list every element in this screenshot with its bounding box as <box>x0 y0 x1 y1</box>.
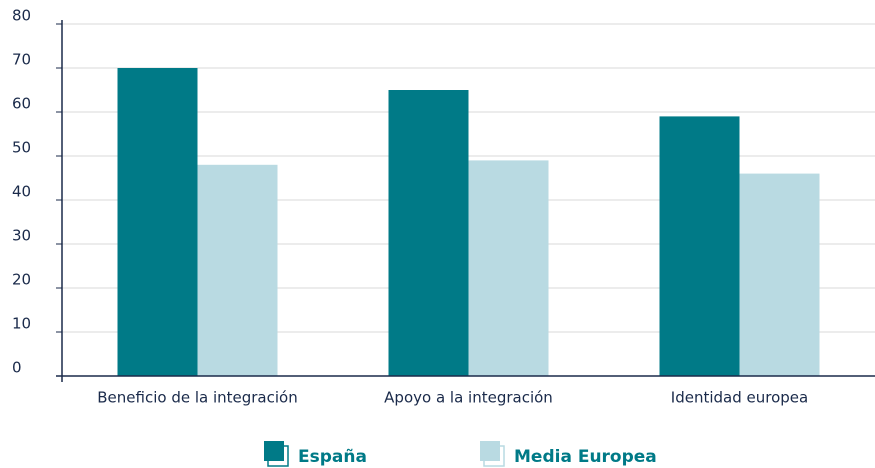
bar <box>197 164 278 376</box>
bar <box>659 116 740 377</box>
y-tick-label: 30 <box>12 227 31 245</box>
y-tick-label: 10 <box>12 315 31 333</box>
legend-label: Media Europea <box>514 447 657 467</box>
bar <box>739 173 820 376</box>
bar <box>117 68 198 376</box>
y-tick-label: 40 <box>12 183 31 201</box>
y-tick-label: 80 <box>12 7 31 25</box>
y-tick-label: 70 <box>12 51 31 69</box>
y-tick-label: 50 <box>12 139 31 157</box>
legend-swatch <box>480 441 500 461</box>
y-tick-label: 0 <box>12 359 22 377</box>
bar <box>468 160 549 376</box>
legend-label: España <box>298 447 367 467</box>
bar <box>388 90 469 376</box>
x-tick-label: Identidad europea <box>671 389 808 407</box>
y-tick-label: 60 <box>12 95 31 113</box>
y-tick-label: 20 <box>12 271 31 289</box>
x-tick-label: Beneficio de la integración <box>97 389 297 407</box>
x-tick-label: Apoyo a la integración <box>384 389 553 407</box>
legend-swatch <box>264 441 284 461</box>
